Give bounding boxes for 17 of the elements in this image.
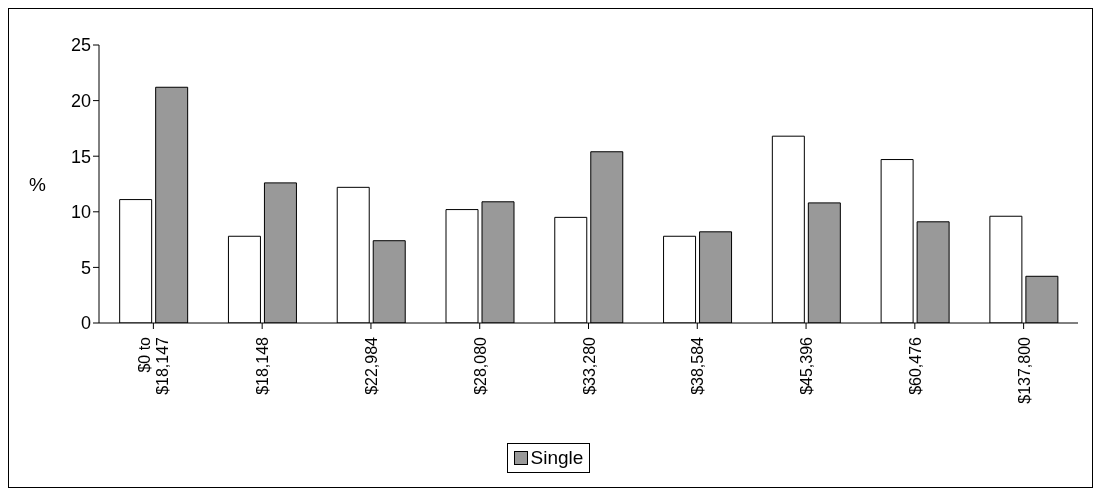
y-axis-title: %	[29, 173, 46, 195]
x-tick-label: $38,584	[689, 336, 707, 395]
legend-label: Single	[530, 447, 584, 469]
x-tick-label: $18,148	[254, 336, 272, 395]
y-tick-label: 10	[70, 202, 91, 223]
y-tick-label: 20	[70, 90, 91, 111]
x-tick-label: $45,396	[798, 336, 816, 395]
y-tick-label: 15	[70, 146, 91, 167]
x-tick-label: $137,800	[1015, 336, 1033, 404]
x-tick-label: $60,476	[906, 336, 924, 395]
x-tick-label: $28,080	[471, 336, 489, 395]
y-tick-label: 0	[80, 313, 91, 334]
x-tick-label: $33,280	[580, 336, 598, 395]
x-tick-label: $22,984	[362, 336, 380, 395]
x-tick-label: $0 to $18,147	[136, 336, 172, 395]
y-tick-label: 25	[70, 35, 91, 56]
y-tick-label: 5	[80, 257, 91, 278]
